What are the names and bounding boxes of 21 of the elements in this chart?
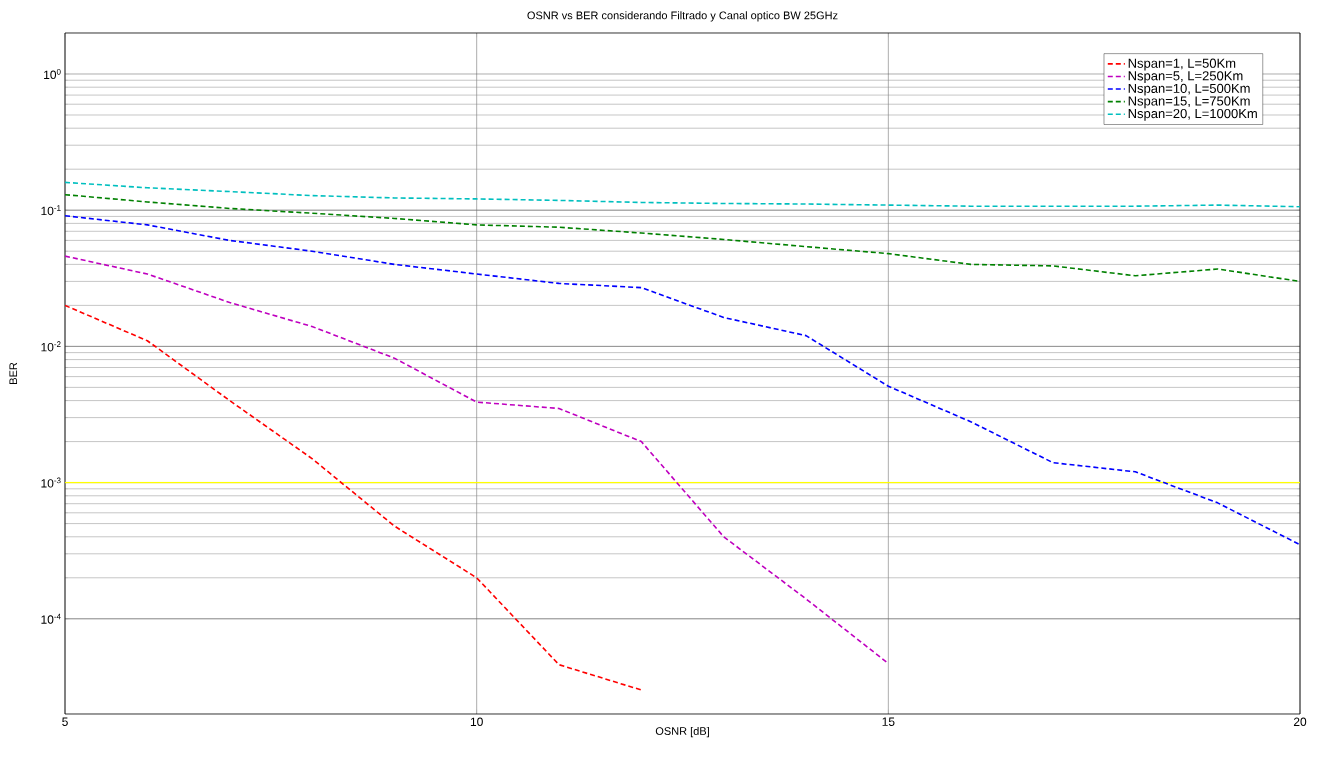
y-tick-label: 10$^{-4}$	[41, 613, 61, 624]
legend-label: Nspan=5, L=250Km	[1128, 71, 1243, 83]
x-tick-label: 20	[1293, 717, 1307, 727]
y-tick-label: 10$^{-3}$	[41, 477, 61, 488]
y-tick-label: 10$^{0}$	[44, 68, 61, 80]
line-series	[65, 193, 1300, 283]
x-tick-label: 15	[882, 717, 895, 726]
line-series	[65, 214, 1300, 546]
y-axis-title: BER	[9, 362, 18, 384]
x-axis-title: OSNR [dB]	[655, 726, 709, 738]
y-tick-label: 10$^{-2}$	[41, 341, 61, 352]
line-series	[65, 255, 890, 665]
legend-label: Nspan=10, L=500Km	[1128, 83, 1250, 96]
y-tick-label: 10$^{-1}$	[41, 205, 61, 216]
x-tick-label: 10	[470, 717, 483, 727]
x-tick-label: 5	[62, 717, 68, 726]
line-series	[65, 304, 643, 691]
legend-label: Nspan=15, L=750Km	[1128, 96, 1250, 109]
chart-title: OSNR vs BER considerando Filtrado y Canal optico BW 25GHz	[527, 11, 838, 22]
legend-label: Nspan=20, L=1000Km	[1128, 108, 1257, 121]
legend-label: Nspan=1, L=50Km	[1128, 58, 1236, 71]
